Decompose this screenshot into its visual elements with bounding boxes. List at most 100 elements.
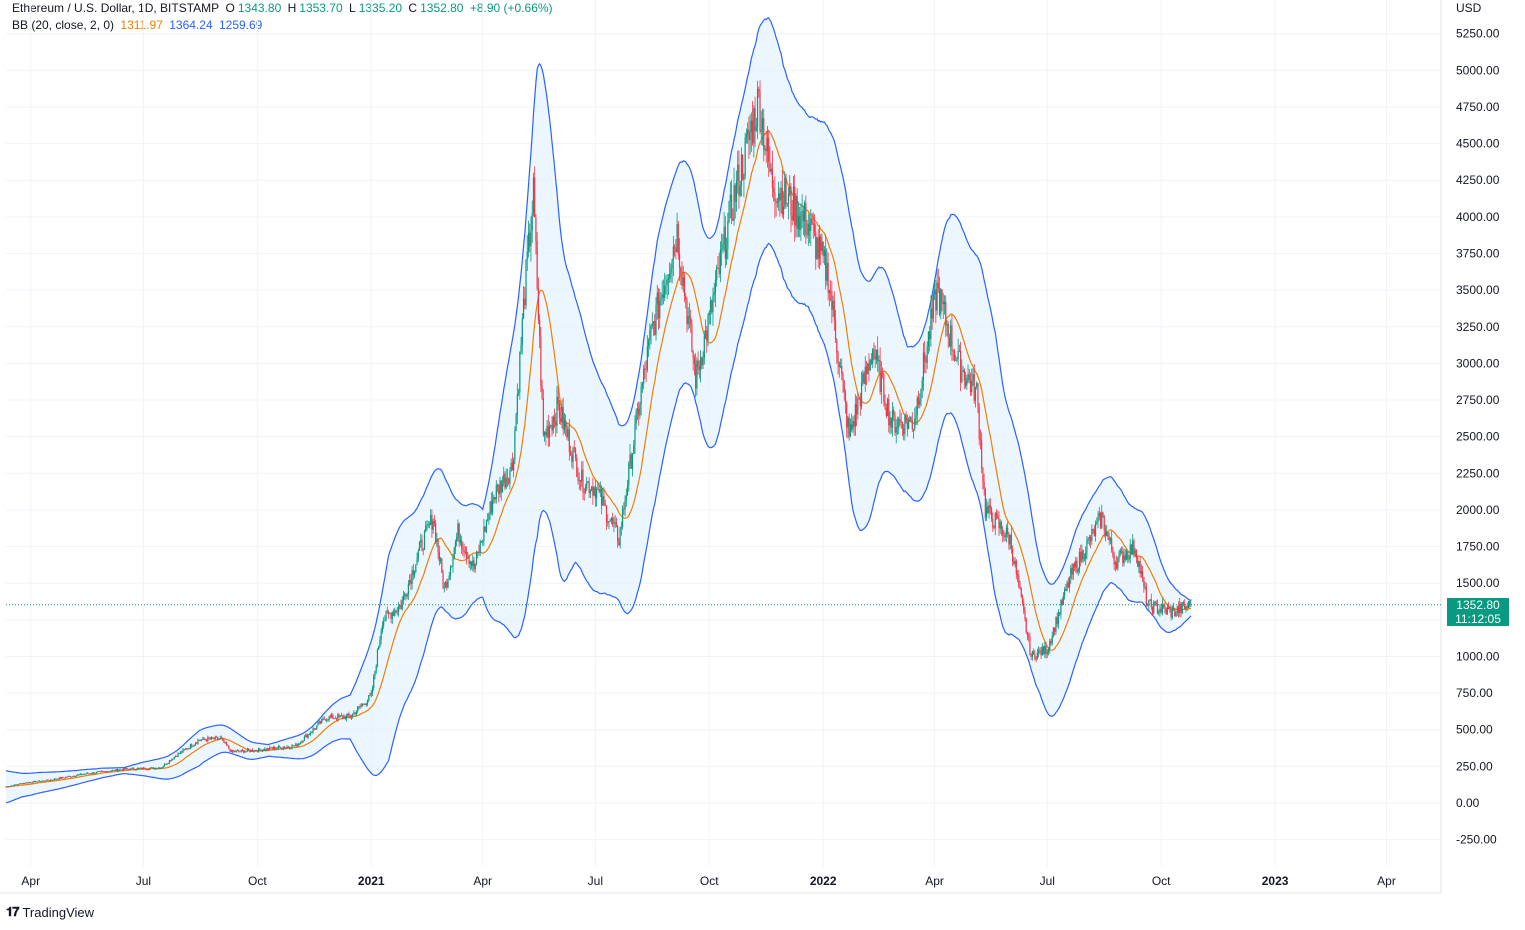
candle-body xyxy=(900,420,902,423)
x-tick-label: 2022 xyxy=(810,874,837,888)
candle-body xyxy=(768,137,770,162)
candle-body xyxy=(212,737,214,739)
candle-body xyxy=(729,194,731,202)
candle-body xyxy=(380,631,382,640)
candle-body xyxy=(281,748,283,750)
candle-body xyxy=(514,430,516,461)
candle-body xyxy=(406,594,408,597)
candle-body xyxy=(931,308,933,319)
candle-body xyxy=(350,716,353,718)
candle-body xyxy=(14,784,16,786)
candle-body xyxy=(979,438,982,441)
candle-body xyxy=(318,721,320,723)
candle-body xyxy=(573,447,575,449)
candle-body xyxy=(922,352,925,381)
candle-body xyxy=(208,737,210,739)
candle-body xyxy=(19,783,21,785)
candle-body xyxy=(1117,557,1119,569)
y-tick-label: 2000.00 xyxy=(1456,503,1500,517)
candle-body xyxy=(207,737,209,742)
candle-body xyxy=(800,212,802,230)
candle-body xyxy=(160,768,162,769)
candle-body xyxy=(692,351,694,359)
x-tick-label: Apr xyxy=(21,874,40,888)
candle-body xyxy=(912,428,915,430)
candle-body xyxy=(99,771,101,772)
symbol-legend: Ethereum / U.S. Dollar, 1D, BITSTAMP O 13… xyxy=(12,1,556,15)
candle-body xyxy=(97,771,99,773)
candle-body xyxy=(776,201,778,203)
candle-body xyxy=(677,224,679,254)
candle-body xyxy=(220,737,223,739)
candle-body xyxy=(574,448,577,458)
candle-body xyxy=(416,558,418,565)
candle-body xyxy=(539,319,541,337)
candle-body xyxy=(63,777,65,779)
candle-body xyxy=(196,743,198,745)
candle-body xyxy=(88,773,90,775)
candle-body xyxy=(775,200,777,203)
candle-body xyxy=(501,482,504,493)
candle-body xyxy=(334,718,336,720)
candle-body xyxy=(732,218,734,221)
candle-body xyxy=(704,330,707,337)
candle-body xyxy=(510,462,512,472)
candle-body xyxy=(142,767,145,770)
candle-body xyxy=(485,520,487,533)
candle-body xyxy=(1109,538,1112,541)
candle-body xyxy=(483,526,485,542)
candle-body xyxy=(89,773,91,775)
candle-body xyxy=(161,767,163,769)
candle-body xyxy=(728,201,730,222)
candle-body xyxy=(855,404,858,415)
candle-body xyxy=(139,768,141,770)
candle-body xyxy=(348,713,350,716)
candle-body xyxy=(773,188,775,193)
grid xyxy=(6,0,1441,866)
candle-body xyxy=(947,323,949,339)
candle-body xyxy=(249,750,251,752)
bb-band-fill xyxy=(6,17,1191,804)
candle-body xyxy=(1059,612,1061,615)
candle-body xyxy=(176,756,178,757)
candle-body xyxy=(114,769,116,771)
tradingview-brand[interactable]: 𝟏𝟕 TradingView xyxy=(6,904,94,920)
candle-body xyxy=(1023,602,1025,612)
candle-body xyxy=(503,473,505,483)
candle-body xyxy=(673,246,676,248)
candle-body xyxy=(956,358,958,361)
candle-body xyxy=(675,247,677,253)
candle-body xyxy=(16,784,18,786)
candle-body xyxy=(834,320,837,340)
candle-body xyxy=(1035,659,1037,660)
candle-body xyxy=(624,500,626,510)
candle-body xyxy=(475,552,478,564)
candle-body xyxy=(204,739,206,741)
candle-body xyxy=(69,776,71,778)
candle-body xyxy=(1034,653,1036,660)
candle-body xyxy=(291,745,293,749)
candle-body xyxy=(395,610,397,612)
candle-body xyxy=(1134,550,1136,554)
candle-body xyxy=(905,414,907,423)
candle-body xyxy=(672,246,674,260)
candle-body xyxy=(1128,558,1130,560)
candle-body xyxy=(665,284,667,286)
candle-body xyxy=(355,711,357,715)
candle-body xyxy=(1168,607,1170,610)
candle-body xyxy=(977,383,979,407)
candle-body xyxy=(498,485,500,495)
bb-lower-line xyxy=(5,242,1192,804)
candle-body xyxy=(552,416,554,431)
candle-body xyxy=(504,473,506,488)
candle-body xyxy=(210,737,213,740)
candle-body xyxy=(368,695,370,701)
candle-body xyxy=(860,382,863,407)
candle-body xyxy=(963,369,965,381)
candle-body xyxy=(987,506,989,514)
candle-body xyxy=(671,259,673,269)
candle-body xyxy=(141,767,143,770)
candle-body xyxy=(950,325,952,347)
candle-body xyxy=(910,417,912,421)
